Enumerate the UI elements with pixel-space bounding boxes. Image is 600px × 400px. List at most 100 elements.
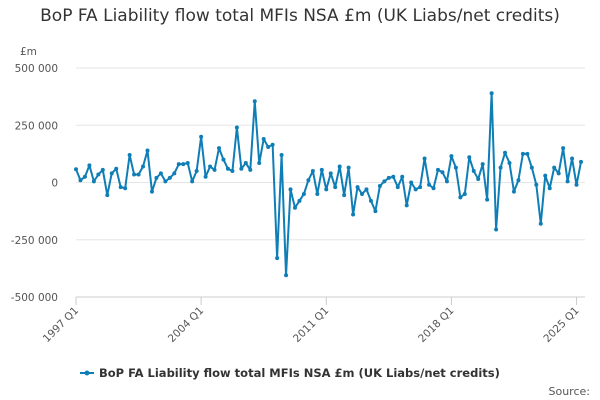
- data-point[interactable]: [225, 166, 230, 171]
- data-point[interactable]: [489, 91, 494, 96]
- data-point[interactable]: [167, 175, 172, 180]
- data-point[interactable]: [413, 187, 418, 192]
- data-point[interactable]: [234, 125, 239, 130]
- data-point[interactable]: [154, 175, 159, 180]
- data-point[interactable]: [145, 148, 150, 153]
- data-point[interactable]: [132, 172, 137, 177]
- data-point[interactable]: [364, 187, 369, 192]
- data-point[interactable]: [158, 171, 163, 176]
- data-point[interactable]: [386, 175, 391, 180]
- data-point[interactable]: [570, 156, 575, 161]
- data-point[interactable]: [96, 172, 101, 177]
- data-point[interactable]: [109, 171, 114, 176]
- data-point[interactable]: [547, 186, 552, 191]
- data-point[interactable]: [503, 150, 508, 155]
- data-point[interactable]: [498, 165, 503, 170]
- data-point[interactable]: [449, 154, 454, 159]
- data-point[interactable]: [87, 163, 92, 168]
- data-point[interactable]: [543, 173, 548, 178]
- data-point[interactable]: [230, 169, 235, 174]
- data-point[interactable]: [310, 169, 315, 174]
- data-point[interactable]: [105, 193, 110, 198]
- data-point[interactable]: [440, 170, 445, 175]
- data-point[interactable]: [480, 162, 485, 167]
- data-point[interactable]: [217, 146, 222, 151]
- data-point[interactable]: [288, 187, 293, 192]
- data-point[interactable]: [534, 182, 539, 187]
- data-point[interactable]: [337, 164, 342, 169]
- data-point[interactable]: [82, 174, 87, 179]
- data-point[interactable]: [123, 186, 128, 191]
- data-point[interactable]: [149, 189, 154, 194]
- data-point[interactable]: [141, 164, 146, 169]
- data-point[interactable]: [100, 167, 105, 172]
- data-point[interactable]: [239, 166, 244, 171]
- data-point[interactable]: [520, 151, 525, 156]
- data-point[interactable]: [257, 161, 262, 166]
- data-point[interactable]: [409, 180, 414, 185]
- data-point[interactable]: [342, 193, 347, 198]
- data-point[interactable]: [453, 165, 458, 170]
- data-point[interactable]: [351, 212, 356, 217]
- data-point[interactable]: [579, 159, 583, 164]
- data-point[interactable]: [556, 171, 561, 176]
- data-point[interactable]: [114, 166, 119, 171]
- data-point[interactable]: [485, 197, 490, 202]
- data-point[interactable]: [328, 171, 333, 176]
- data-point[interactable]: [377, 183, 382, 188]
- data-point[interactable]: [185, 161, 190, 166]
- data-point[interactable]: [476, 177, 481, 182]
- data-point[interactable]: [516, 178, 521, 183]
- data-point[interactable]: [552, 165, 557, 170]
- data-point[interactable]: [74, 167, 78, 172]
- data-point[interactable]: [275, 256, 280, 261]
- data-point[interactable]: [346, 165, 351, 170]
- data-point[interactable]: [529, 165, 534, 170]
- data-point[interactable]: [266, 145, 271, 149]
- data-point[interactable]: [333, 185, 338, 190]
- data-point[interactable]: [261, 136, 266, 141]
- data-point[interactable]: [373, 209, 378, 214]
- data-point[interactable]: [538, 221, 543, 226]
- data-point[interactable]: [212, 167, 217, 172]
- data-point[interactable]: [306, 178, 311, 183]
- data-point[interactable]: [511, 189, 516, 194]
- data-point[interactable]: [324, 187, 329, 192]
- data-point[interactable]: [163, 179, 168, 184]
- data-point[interactable]: [301, 191, 306, 196]
- data-point[interactable]: [435, 167, 440, 172]
- data-point[interactable]: [507, 161, 512, 166]
- data-point[interactable]: [561, 146, 566, 151]
- data-point[interactable]: [565, 179, 570, 184]
- data-point[interactable]: [395, 185, 400, 190]
- data-point[interactable]: [400, 174, 405, 179]
- data-point[interactable]: [194, 169, 199, 174]
- data-point[interactable]: [422, 156, 427, 161]
- data-point[interactable]: [270, 142, 275, 147]
- data-point[interactable]: [431, 186, 436, 191]
- data-point[interactable]: [418, 185, 423, 190]
- data-point[interactable]: [467, 155, 472, 160]
- data-point[interactable]: [404, 203, 409, 208]
- data-point[interactable]: [458, 195, 463, 200]
- data-point[interactable]: [494, 227, 499, 232]
- data-point[interactable]: [127, 153, 132, 158]
- data-point[interactable]: [136, 172, 141, 177]
- data-point[interactable]: [199, 134, 204, 139]
- data-point[interactable]: [391, 174, 396, 179]
- data-point[interactable]: [319, 167, 324, 172]
- data-point[interactable]: [176, 162, 181, 167]
- data-point[interactable]: [427, 182, 432, 187]
- data-point[interactable]: [471, 169, 476, 174]
- data-point[interactable]: [181, 162, 186, 167]
- data-point[interactable]: [190, 179, 195, 184]
- data-point[interactable]: [355, 185, 360, 190]
- data-point[interactable]: [78, 178, 83, 183]
- data-point[interactable]: [292, 205, 297, 210]
- data-point[interactable]: [382, 179, 387, 184]
- data-point[interactable]: [574, 182, 579, 187]
- data-point[interactable]: [243, 161, 248, 166]
- data-point[interactable]: [297, 198, 302, 203]
- data-point[interactable]: [221, 157, 226, 162]
- data-point[interactable]: [315, 191, 320, 196]
